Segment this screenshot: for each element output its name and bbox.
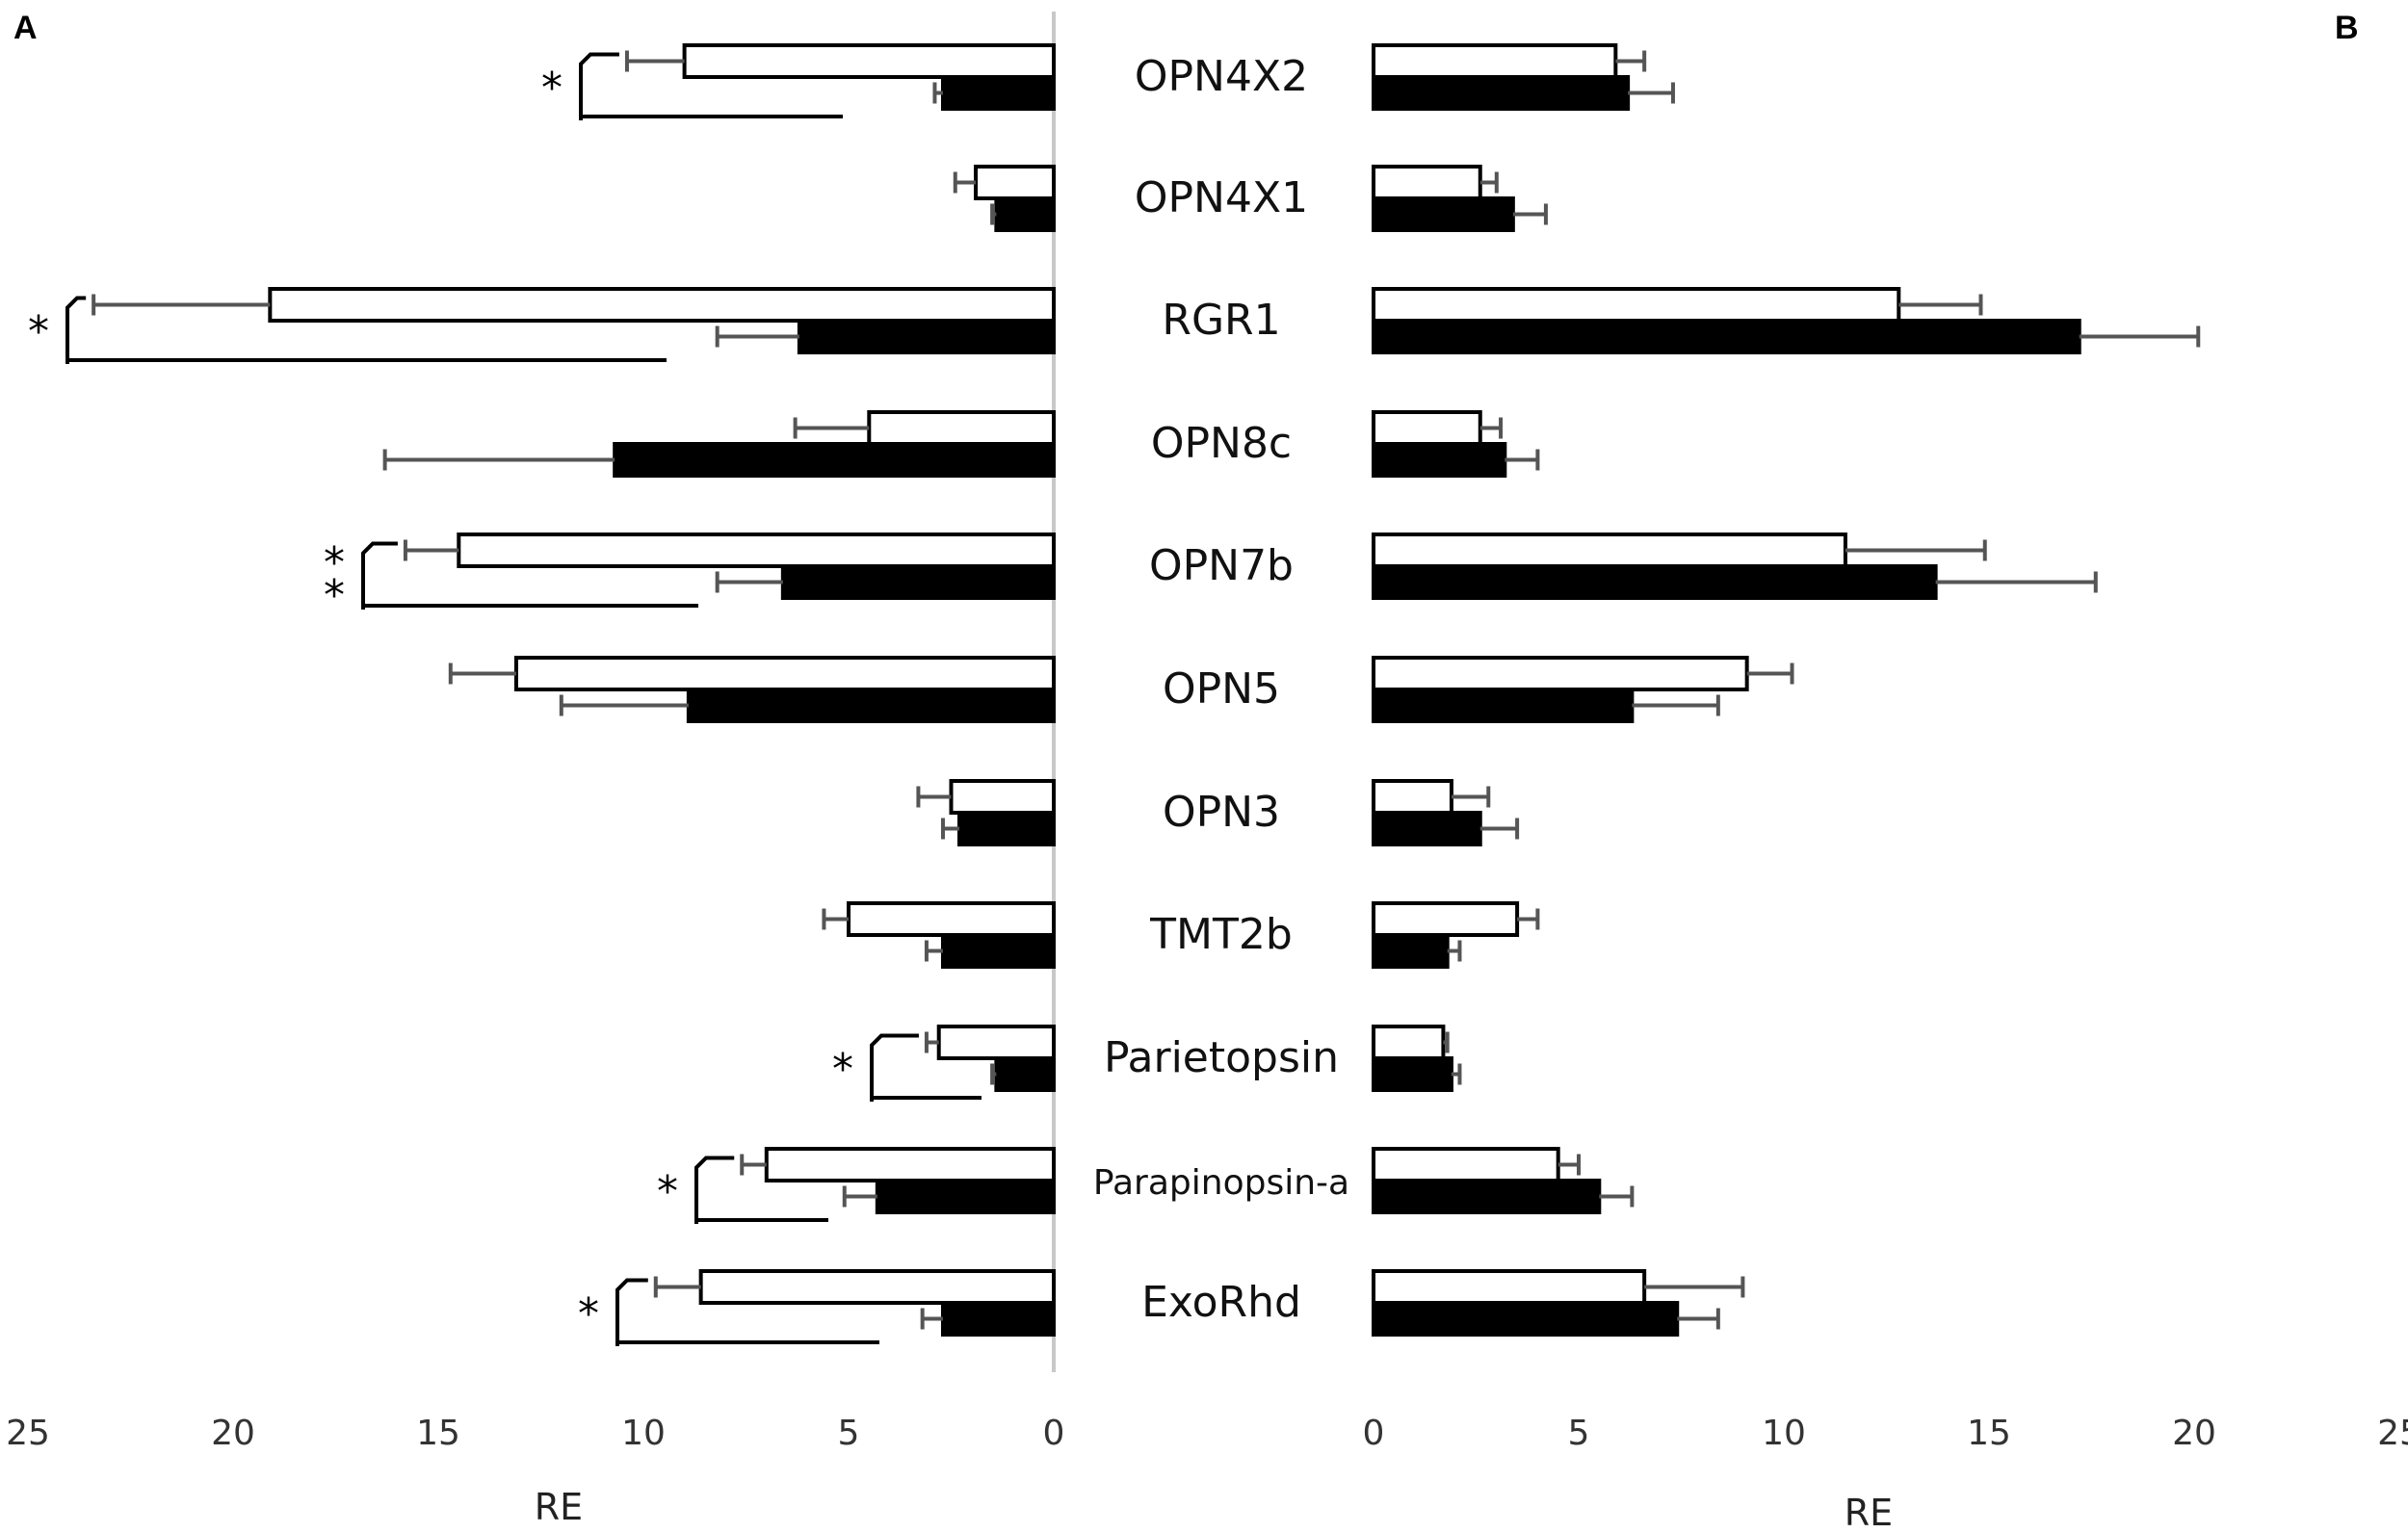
bar-b-rgr1-white bbox=[1372, 287, 1901, 323]
panel-a-x-axis-title: RE bbox=[535, 1486, 583, 1528]
significance-marker-parietopsin: * bbox=[832, 1045, 853, 1094]
panel-b-x-axis-title: RE bbox=[1845, 1492, 1893, 1533]
bar-b-opn3-black bbox=[1372, 811, 1482, 846]
x-tick-a-0: 0 bbox=[1043, 1414, 1065, 1453]
x-tick-b-10: 10 bbox=[1762, 1414, 1806, 1453]
bar-a-parietopsin-black bbox=[994, 1056, 1056, 1092]
bar-b-opn7b-black bbox=[1372, 564, 1938, 600]
x-tick-a-15: 15 bbox=[416, 1414, 460, 1453]
gene-label-opn5: OPN5 bbox=[1163, 664, 1280, 714]
bar-a-opn3-black bbox=[957, 811, 1057, 846]
bar-a-opn7b-white bbox=[457, 533, 1056, 568]
x-tick-b-15: 15 bbox=[1967, 1414, 2011, 1453]
bar-b-opn5-white bbox=[1372, 656, 1749, 691]
bar-b-parietopsin-white bbox=[1372, 1025, 1446, 1060]
significance-marker-opn4x2: * bbox=[541, 64, 563, 113]
bar-a-parietopsin-white bbox=[936, 1025, 1056, 1060]
bar-a-opn4x2-black bbox=[940, 75, 1056, 111]
gene-label-parapinopsin-a: Parapinopsin-a bbox=[1093, 1163, 1349, 1203]
bar-b-tmt2b-black bbox=[1372, 933, 1450, 969]
bar-b-parietopsin-black bbox=[1372, 1056, 1453, 1092]
bar-a-rgr1-black bbox=[797, 319, 1056, 354]
bar-b-opn7b-white bbox=[1372, 533, 1847, 568]
bar-b-opn8c-black bbox=[1372, 442, 1507, 478]
significance-marker-parapinopsin-a: * bbox=[657, 1167, 678, 1216]
bar-b-exorhd-black bbox=[1372, 1301, 1680, 1337]
significance-marker-opn7b-0: * bbox=[324, 538, 345, 587]
bar-a-exorhd-white bbox=[698, 1269, 1056, 1305]
x-tick-b-0: 0 bbox=[1363, 1414, 1385, 1453]
bar-a-opn5-black bbox=[686, 688, 1056, 723]
gene-label-tmt2b: TMT2b bbox=[1149, 910, 1293, 959]
x-tick-a-25: 25 bbox=[6, 1414, 50, 1453]
bar-a-opn7b-black bbox=[780, 564, 1057, 600]
significance-marker-rgr1: * bbox=[28, 307, 49, 356]
bar-a-exorhd-black bbox=[940, 1301, 1056, 1337]
significance-marker-exorhd: * bbox=[578, 1289, 599, 1338]
bar-b-opn5-black bbox=[1372, 688, 1635, 723]
bar-a-opn8c-white bbox=[867, 410, 1056, 446]
x-tick-labels: 25 20 15 10 5 0 0 5 10 15 20 25 bbox=[6, 1414, 2408, 1453]
bar-a-tmt2b-black bbox=[940, 933, 1056, 969]
bar-a-opn3-white bbox=[949, 779, 1056, 815]
gene-label-opn4x1: OPN4X1 bbox=[1135, 173, 1308, 222]
bar-b-parapinopsin-a-black bbox=[1372, 1179, 1602, 1214]
significance-bracket-opn7b bbox=[361, 541, 698, 610]
gene-labels: OPN4X2 OPN4X1 RGR1 OPN8c OPN7b OPN5 OPN3 TMT2b P… bbox=[1093, 52, 1349, 1327]
gene-label-rgr1: RGR1 bbox=[1162, 296, 1280, 345]
gene-label-opn4x2: OPN4X2 bbox=[1135, 52, 1308, 101]
bar-b-opn8c-white bbox=[1372, 410, 1482, 446]
x-tick-b-20: 20 bbox=[2172, 1414, 2216, 1453]
x-tick-b-5: 5 bbox=[1568, 1414, 1590, 1453]
x-tick-b-25: 25 bbox=[2377, 1414, 2408, 1453]
bar-a-opn5-white bbox=[513, 656, 1056, 691]
bar-a-opn4x1-black bbox=[994, 196, 1056, 232]
gene-label-exorhd: ExoRhd bbox=[1141, 1278, 1301, 1327]
gene-label-parietopsin: Parietopsin bbox=[1104, 1033, 1339, 1082]
panel-b-letter: B bbox=[2335, 10, 2359, 46]
bar-a-rgr1-white bbox=[268, 287, 1056, 323]
significance-bracket-rgr1 bbox=[65, 296, 667, 364]
gene-label-opn8c: OPN8c bbox=[1151, 419, 1292, 468]
panel-b-plot bbox=[1372, 43, 2201, 1337]
bar-a-opn4x2-white bbox=[682, 43, 1056, 79]
bar-b-exorhd-white bbox=[1372, 1269, 1647, 1305]
bar-b-rgr1-black bbox=[1372, 319, 2081, 354]
gene-label-opn3: OPN3 bbox=[1163, 788, 1280, 837]
significance-marker-opn7b-1: * bbox=[324, 571, 345, 620]
bar-a-opn8c-black bbox=[613, 442, 1056, 478]
significance-bracket-opn4x2 bbox=[579, 52, 843, 120]
bar-a-opn4x1-white bbox=[974, 165, 1056, 200]
bar-b-tmt2b-white bbox=[1372, 901, 1520, 937]
panel-a-letter: A bbox=[13, 10, 38, 46]
panel-a-plot: ******* bbox=[28, 43, 1057, 1346]
significance-bracket-parietopsin bbox=[870, 1033, 982, 1102]
bar-a-tmt2b-white bbox=[847, 901, 1056, 937]
x-tick-a-10: 10 bbox=[621, 1414, 666, 1453]
bar-b-opn4x1-black bbox=[1372, 196, 1515, 232]
bar-b-parapinopsin-a-white bbox=[1372, 1147, 1560, 1182]
bar-b-opn4x2-black bbox=[1372, 75, 1631, 111]
bar-b-opn3-white bbox=[1372, 779, 1453, 815]
significance-bracket-exorhd bbox=[615, 1278, 879, 1346]
bar-a-parapinopsin-a-white bbox=[764, 1147, 1056, 1182]
bar-b-opn4x1-white bbox=[1372, 165, 1482, 200]
bar-b-opn4x2-white bbox=[1372, 43, 1618, 79]
bar-a-parapinopsin-a-black bbox=[875, 1179, 1056, 1214]
x-tick-a-20: 20 bbox=[211, 1414, 255, 1453]
significance-bracket-parapinopsin-a bbox=[694, 1156, 828, 1224]
gene-label-opn7b: OPN7b bbox=[1149, 541, 1294, 590]
x-tick-a-5: 5 bbox=[838, 1414, 860, 1453]
